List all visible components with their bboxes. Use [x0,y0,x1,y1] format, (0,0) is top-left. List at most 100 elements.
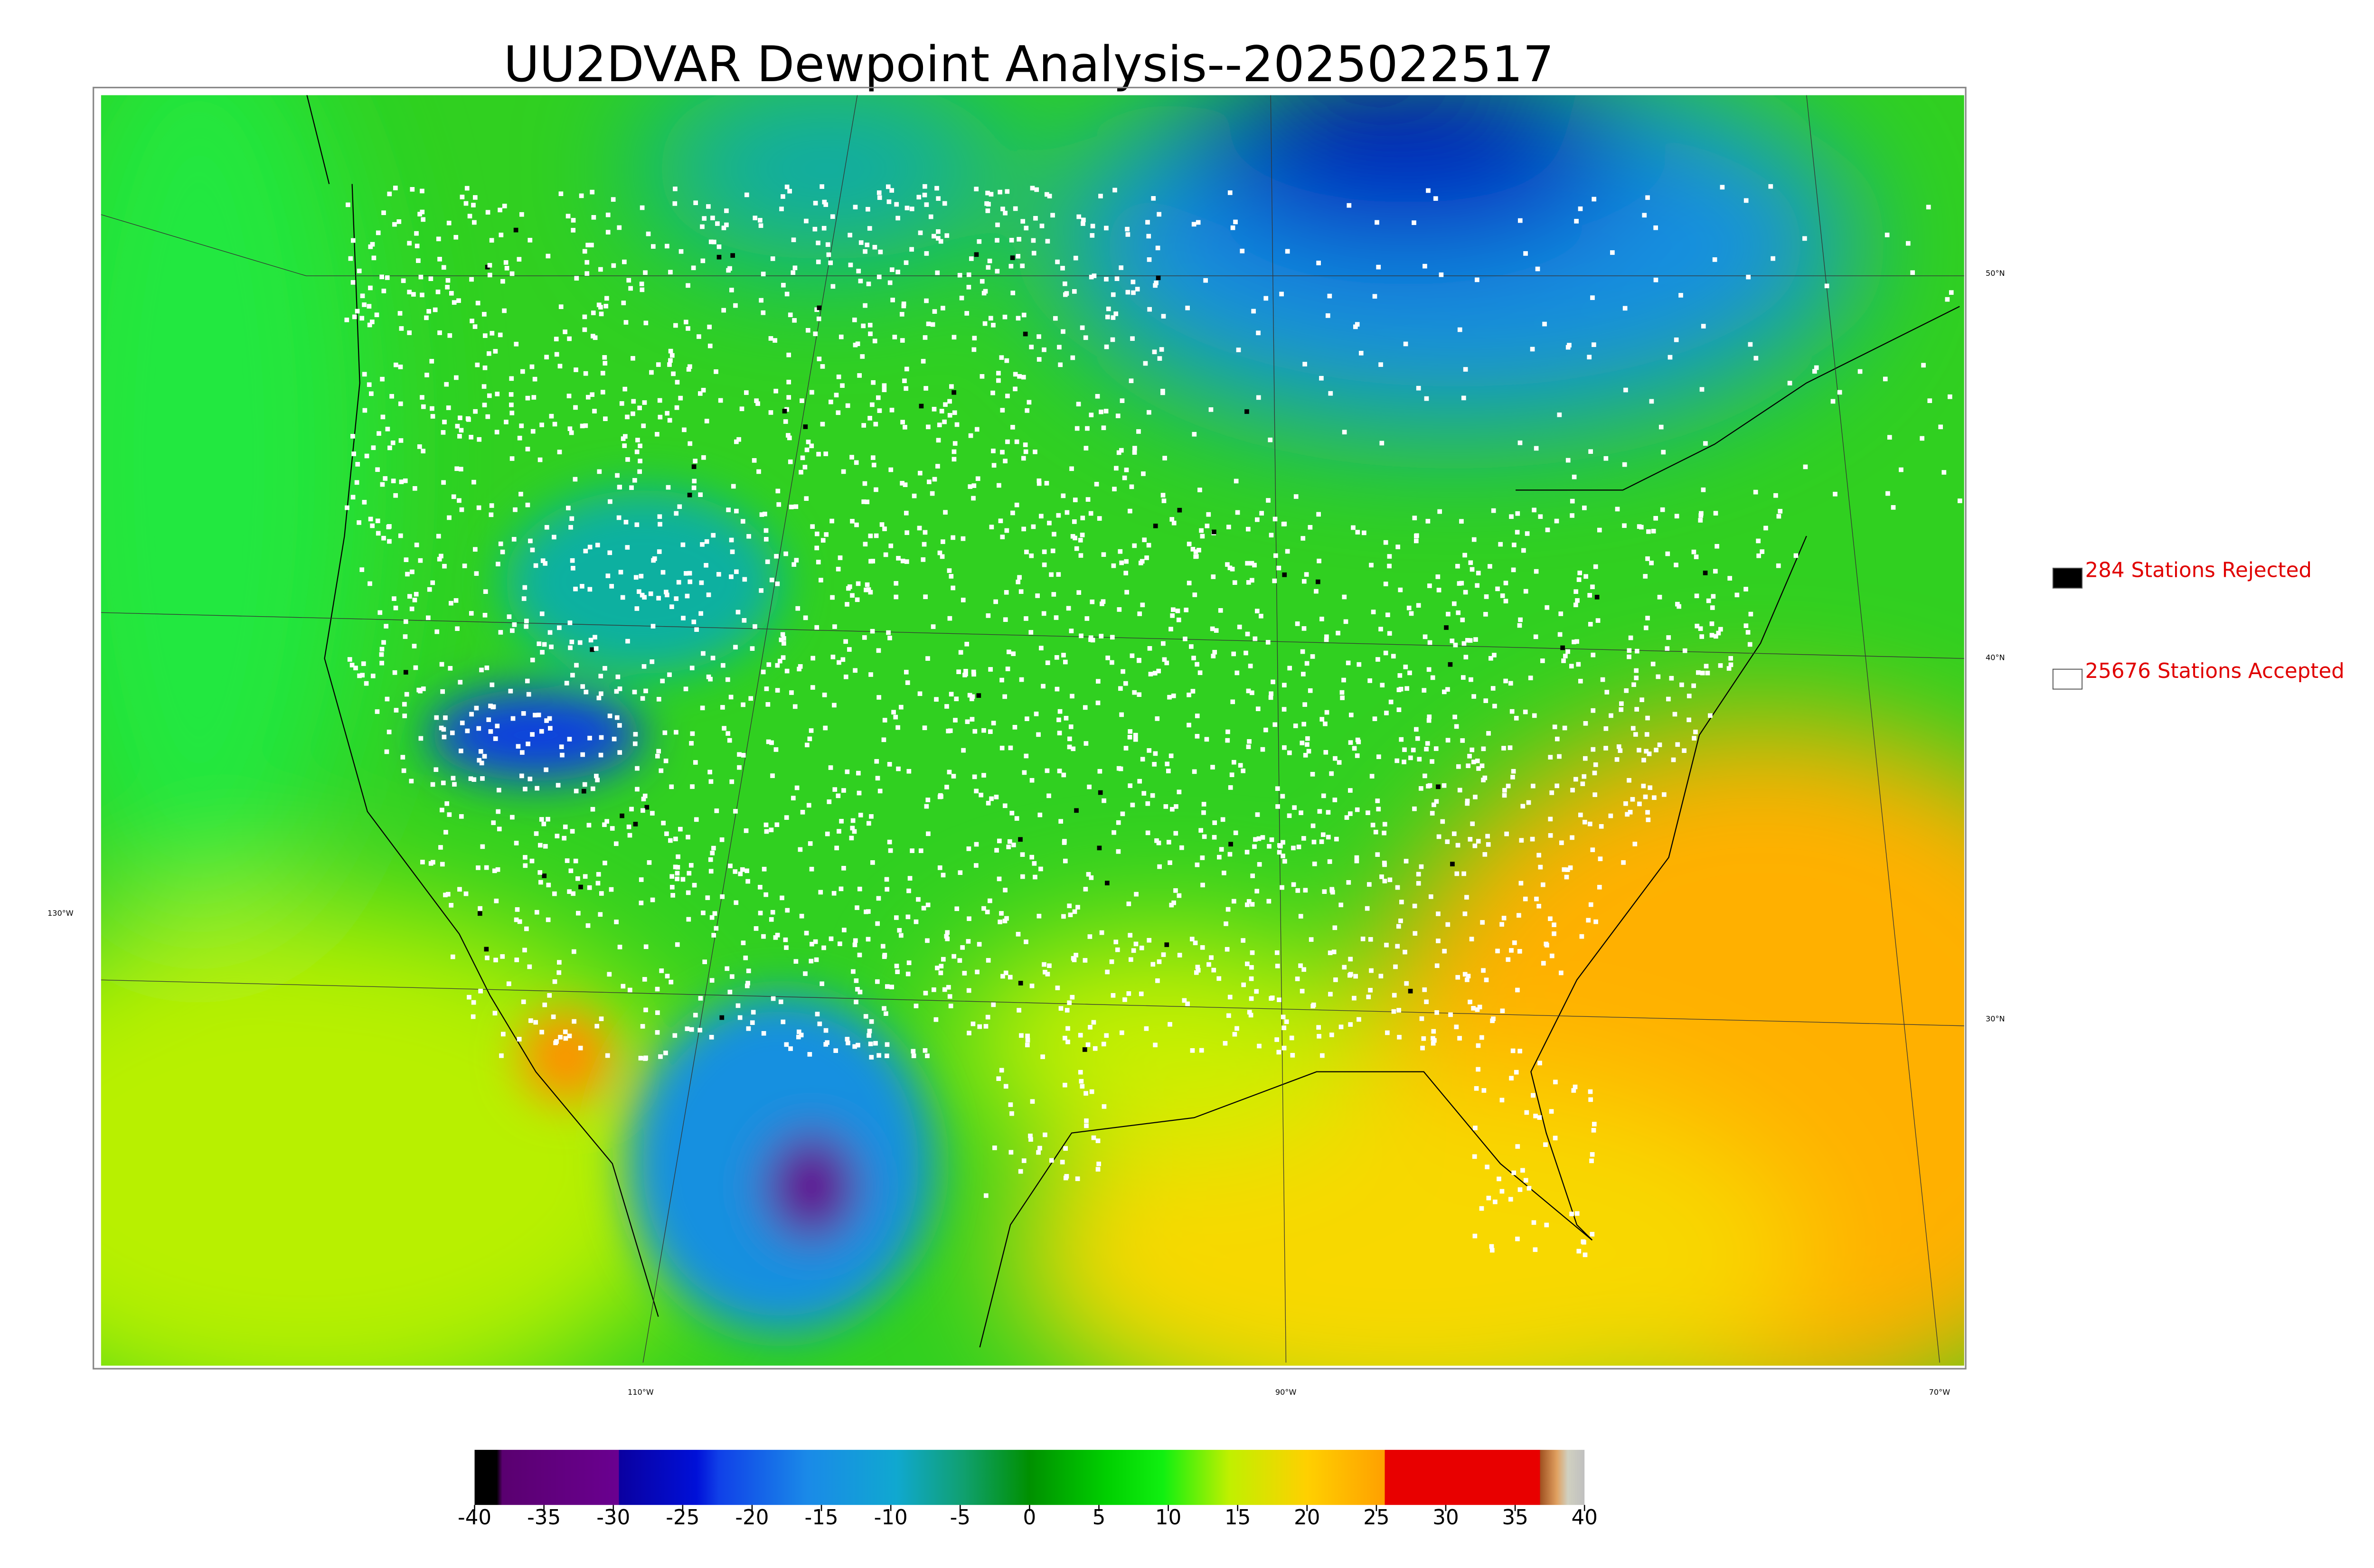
station-dot [1367,678,1372,683]
station-dot [1369,774,1375,779]
station-dot [1440,819,1445,824]
station-dot [1540,882,1545,887]
station-dot [1211,654,1216,658]
station-dot [825,242,830,247]
station-dot [1591,652,1596,657]
station-dot [926,831,931,836]
station-dot [1256,836,1262,841]
station-dot [1645,556,1650,561]
station-dot [1166,840,1171,845]
station-dot [1380,683,1385,688]
station-dot [1641,783,1646,789]
station-dot [999,677,1004,683]
station-dot [957,958,962,963]
station-dot [1227,565,1233,571]
station-dot [711,933,716,938]
station-dot [352,314,357,319]
station-dot [1368,987,1373,993]
station-dot [574,663,579,668]
station-dot [770,910,775,915]
station-dot [1324,634,1329,639]
station-dot [942,201,947,206]
station-dot [441,430,446,435]
station-dot [1416,385,1421,391]
station-dot [868,590,873,595]
station-dot [1632,842,1638,846]
station-dot [442,420,447,424]
station-dot [1464,895,1469,900]
station-dot [524,624,529,629]
station-dot [663,758,669,763]
station-dot [443,830,448,835]
station-dot [398,365,403,369]
station-dot [682,427,687,432]
station-dot [522,948,527,953]
station-dot [861,323,866,329]
station-dot [611,197,616,202]
station-dot [971,496,976,501]
station-dot [867,226,872,231]
station-dot [975,476,980,481]
station-dot [399,326,404,331]
station-dot [1033,874,1037,880]
station-dot [1021,375,1026,380]
station-dot [1549,1109,1554,1114]
station-dot [1055,986,1060,990]
station-dot [1145,830,1150,836]
station-dot [650,244,656,249]
station-dot [1139,945,1144,950]
station-dot [796,1029,801,1034]
station-dot [1270,995,1275,1000]
station-dot [1118,549,1123,554]
station-dot [1287,750,1292,755]
station-dot [1232,580,1237,585]
station-dot [1157,864,1162,869]
station-dot [348,256,353,261]
station-dot [678,249,684,254]
station-dot [1152,671,1158,676]
station-dot [1104,1033,1109,1038]
station-dot [850,826,855,831]
station-dot [991,463,997,468]
colorbar-tick-label: 30 [1432,1506,1459,1530]
station-dot [1550,953,1554,958]
station-dot [590,786,595,791]
station-dot [1328,992,1333,997]
station-dot [472,220,477,225]
station-dot [574,367,578,372]
station-dot [1245,526,1251,532]
station-dot [476,726,481,731]
station-dot [855,905,859,910]
station-dot [1142,537,1147,543]
station-dot [1083,958,1088,963]
station-dot [1476,766,1481,771]
station-dot [569,639,575,645]
station-dot [1282,859,1287,864]
station-dot [514,917,519,922]
station-dot [1163,804,1168,809]
station-dot [1411,748,1416,752]
station-dot [994,848,999,853]
station-dot [1067,736,1072,742]
station-dot [1347,203,1352,208]
station-dot [1353,324,1358,329]
station-dot [957,272,962,278]
station-dot [1227,995,1233,1000]
station-dot [734,439,739,444]
station-dot [839,819,844,824]
station-dot [1177,507,1182,513]
station-dot [614,715,620,720]
station-dot [1346,660,1351,666]
station-dot [1463,590,1468,595]
colorbar-tick-label: 25 [1363,1506,1389,1530]
station-dot [1254,989,1259,994]
station-dot [990,390,995,395]
station-dot [1372,716,1377,721]
station-dot [1355,737,1360,742]
station-dot [829,399,833,404]
station-dot [427,587,432,592]
station-dot [842,928,847,932]
station-dot [375,518,380,524]
station-dot [904,260,909,265]
station-dot [1768,184,1773,189]
